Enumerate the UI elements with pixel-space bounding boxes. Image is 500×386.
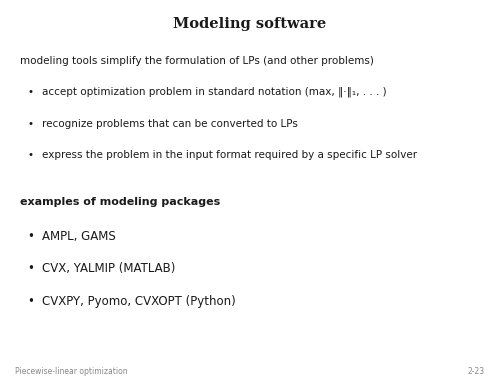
Text: express the problem in the input format required by a specific LP solver: express the problem in the input format … bbox=[42, 150, 418, 160]
Text: CVXPY, Pyomo, CVXOPT (Python): CVXPY, Pyomo, CVXOPT (Python) bbox=[42, 295, 236, 308]
Text: •: • bbox=[28, 230, 34, 243]
Text: •: • bbox=[28, 87, 34, 97]
Text: •: • bbox=[28, 119, 34, 129]
Text: accept optimization problem in standard notation (max, ‖·‖₁, . . . ): accept optimization problem in standard … bbox=[42, 87, 387, 97]
Text: recognize problems that can be converted to LPs: recognize problems that can be converted… bbox=[42, 119, 298, 129]
Text: modeling tools simplify the formulation of LPs (and other problems): modeling tools simplify the formulation … bbox=[20, 56, 374, 66]
Text: CVX, YALMIP (MATLAB): CVX, YALMIP (MATLAB) bbox=[42, 262, 176, 276]
Text: •: • bbox=[28, 150, 34, 160]
Text: Modeling software: Modeling software bbox=[174, 17, 326, 31]
Text: AMPL, GAMS: AMPL, GAMS bbox=[42, 230, 116, 243]
Text: examples of modeling packages: examples of modeling packages bbox=[20, 197, 220, 207]
Text: •: • bbox=[28, 262, 34, 276]
Text: 2-23: 2-23 bbox=[468, 367, 485, 376]
Text: Piecewise-linear optimization: Piecewise-linear optimization bbox=[15, 367, 128, 376]
Text: •: • bbox=[28, 295, 34, 308]
